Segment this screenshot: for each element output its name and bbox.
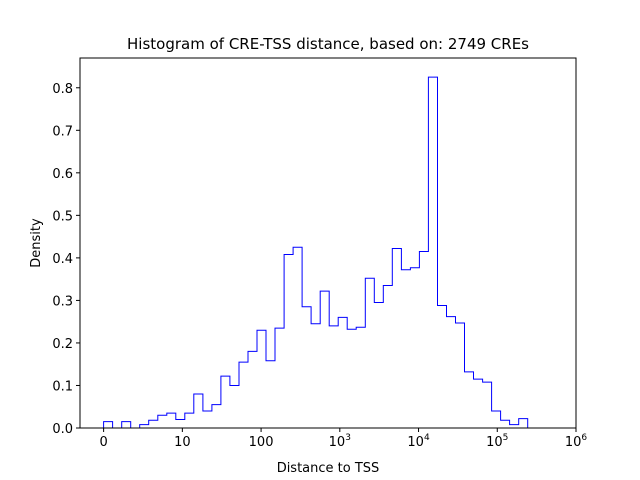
x-tick-label-0: 0 <box>99 435 107 450</box>
y-tick-label-1: 0.1 <box>52 379 73 394</box>
y-tick-label-0: 0.0 <box>52 422 73 437</box>
y-tick-label-4: 0.4 <box>52 252 73 267</box>
y-tick-label-7: 0.7 <box>52 124 73 139</box>
y-axis-label: Density <box>29 218 44 268</box>
x-tick-label-4: 104 <box>407 433 430 450</box>
y-tick-label-8: 0.8 <box>52 82 73 97</box>
chart-title: Histogram of CRE-TSS distance, based on:… <box>127 35 529 53</box>
x-tick-label-1: 10 <box>174 435 191 450</box>
x-tick-label-5: 105 <box>486 433 508 450</box>
plot-frame <box>79 57 577 429</box>
x-axis: 0 10 100 103 104 105 106 <box>99 428 587 450</box>
x-tick-label-6: 106 <box>565 433 588 450</box>
y-tick-label-3: 0.3 <box>52 294 73 309</box>
x-axis-label: Distance to TSS <box>277 461 380 476</box>
plot-area <box>103 76 555 429</box>
y-tick-label-6: 0.6 <box>52 167 73 182</box>
x-tick-label-3: 103 <box>329 433 351 450</box>
histogram-step-line <box>103 76 555 429</box>
y-axis: 0.0 0.1 0.2 0.3 0.4 0.5 0.6 0.7 0.8 <box>52 82 80 437</box>
y-tick-label-2: 0.2 <box>52 337 73 352</box>
y-tick-label-5: 0.5 <box>52 209 73 224</box>
x-tick-label-2: 100 <box>249 435 274 450</box>
